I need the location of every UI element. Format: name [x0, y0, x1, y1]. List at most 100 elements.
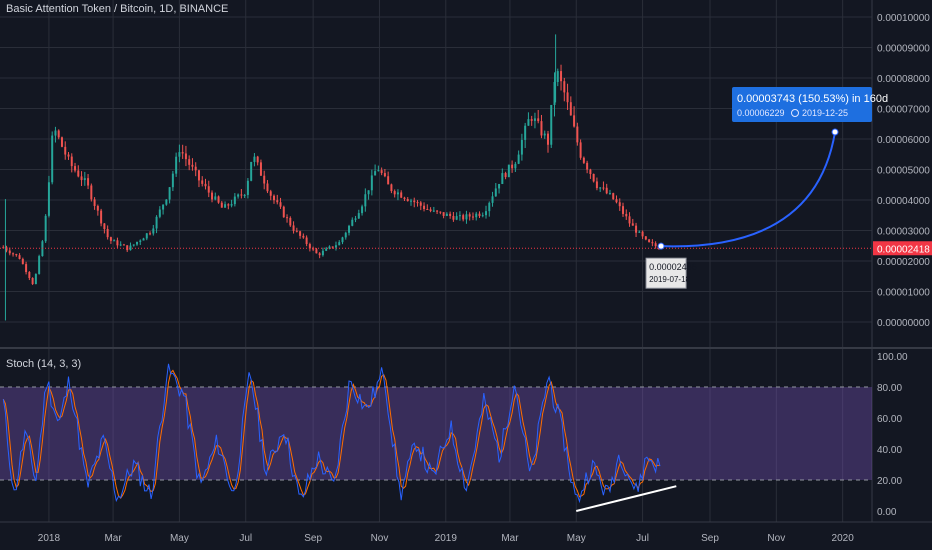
candle-body — [445, 213, 448, 216]
projection-end-price: 0.00006229 — [737, 108, 785, 118]
candle-body — [318, 253, 321, 256]
clock-icon — [791, 109, 799, 117]
x-tick-label: Mar — [501, 533, 519, 544]
candle-body — [599, 187, 602, 189]
candle-body — [90, 185, 93, 200]
candle-body — [272, 195, 275, 201]
candle-body — [504, 173, 507, 178]
candle-body — [51, 135, 54, 183]
candle-body — [400, 192, 403, 198]
candle-body — [54, 130, 57, 136]
candle-body — [233, 196, 236, 205]
candle-body — [276, 200, 279, 203]
candle-body — [227, 204, 230, 206]
candle-body — [622, 206, 625, 214]
candle-body — [396, 192, 399, 195]
candle-body — [263, 175, 266, 184]
candle-body — [644, 236, 647, 240]
candle-body — [641, 231, 644, 237]
candle-body — [162, 204, 165, 210]
candle-body — [289, 217, 292, 226]
candle-body — [83, 178, 86, 181]
candle-body — [334, 245, 337, 248]
candle-body — [628, 216, 631, 224]
candle-body — [15, 254, 18, 256]
candle-body — [419, 202, 422, 206]
candle-body — [224, 204, 227, 208]
projection-info-box[interactable] — [732, 87, 872, 122]
candle-body — [563, 81, 566, 93]
candle-body — [498, 183, 501, 189]
candle-body — [550, 104, 553, 145]
candle-body — [344, 232, 347, 238]
candle-body — [28, 272, 31, 278]
candle-body — [149, 233, 152, 235]
candle-body — [478, 213, 481, 217]
candle-body — [80, 176, 83, 181]
candle-body — [165, 199, 168, 205]
candle-body — [393, 191, 396, 195]
candle-body — [501, 173, 504, 184]
x-tick-label: Sep — [304, 533, 322, 544]
candle-body — [60, 137, 63, 147]
candle-body — [423, 205, 426, 210]
candle-body — [181, 152, 184, 154]
candle-body — [259, 162, 262, 176]
candle-body — [468, 214, 471, 217]
candle-body — [442, 212, 445, 216]
last-price-label: 0.00002418 — [877, 244, 930, 255]
candle-body — [194, 166, 197, 171]
candle-body — [188, 159, 191, 165]
candle-body — [556, 71, 559, 83]
candle-body — [197, 170, 200, 181]
price-tick-label: 0.00005000 — [877, 166, 930, 177]
candle-body — [527, 119, 530, 126]
price-tick-label: 0.00003000 — [877, 227, 930, 238]
projection-start-handle[interactable] — [657, 242, 665, 250]
candle-body — [341, 237, 344, 243]
candle-body — [126, 245, 129, 251]
candle-body — [338, 242, 341, 246]
candle-body — [370, 175, 373, 191]
stoch-tick-label: 20.00 — [877, 476, 902, 487]
candle-body — [109, 237, 112, 241]
projection-curve[interactable] — [661, 131, 837, 248]
symbol-title: Basic Attention Token / Bitcoin, 1D, BIN… — [6, 3, 229, 15]
last-price-badge — [873, 241, 932, 256]
candle-body — [390, 184, 393, 192]
price-tick-label: 0.00009000 — [877, 44, 930, 55]
candle-body — [230, 204, 233, 206]
candle-body — [560, 71, 563, 82]
candle-body — [44, 215, 47, 242]
candle-body — [511, 164, 514, 169]
candle-body — [491, 196, 494, 203]
candle-body — [116, 240, 119, 246]
candle-body — [158, 209, 161, 217]
stoch-k-line — [2, 363, 661, 504]
stoch-trendline[interactable] — [576, 485, 677, 512]
stoch-tick-label: 0.00 — [877, 507, 897, 518]
candle-body — [432, 210, 435, 212]
candle-body — [139, 240, 142, 242]
candle-body — [387, 176, 390, 185]
projection-end-handle[interactable] — [831, 128, 839, 136]
price-tick-label: 0.00001000 — [877, 288, 930, 299]
candle-body — [204, 183, 207, 187]
candle-body — [602, 187, 605, 189]
price-tick-label: 0.00004000 — [877, 196, 930, 207]
projection-start-box — [645, 257, 687, 289]
candle-body — [96, 205, 99, 211]
candle-body — [413, 200, 416, 203]
candle-body — [292, 225, 295, 231]
candle-body — [348, 225, 351, 233]
candle-body — [546, 133, 549, 145]
candle-body — [462, 215, 465, 220]
candle-body — [214, 196, 217, 200]
candle-body — [608, 193, 611, 195]
candle-body — [34, 273, 37, 285]
candle-body — [282, 206, 285, 218]
candle-body — [625, 213, 628, 217]
candle-body — [351, 219, 354, 226]
candle-body — [465, 214, 468, 220]
